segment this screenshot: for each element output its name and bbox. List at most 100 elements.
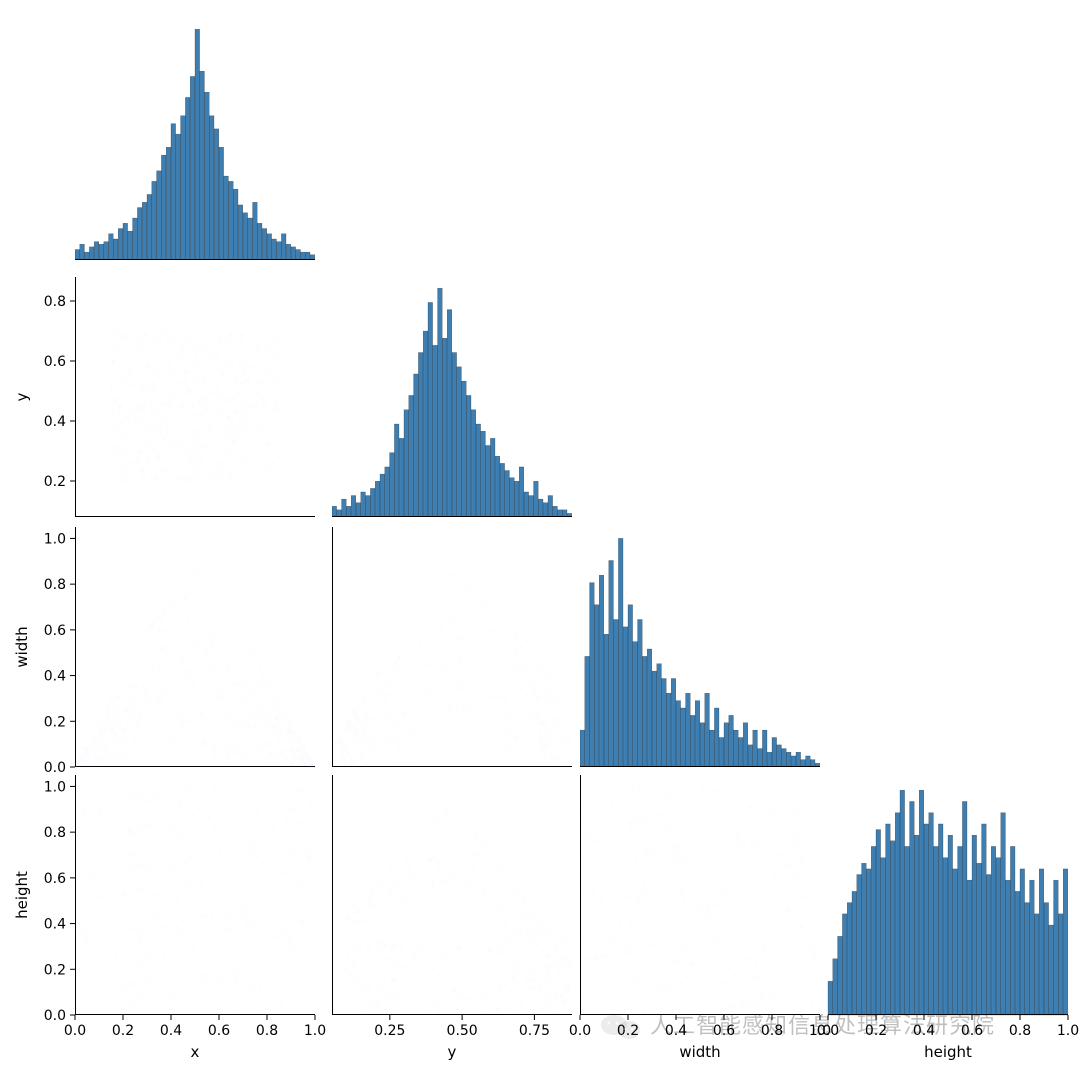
scatter-point (260, 341, 264, 345)
scatter-point (162, 951, 166, 955)
hist-bar (1039, 869, 1044, 1015)
scatter-point (548, 695, 552, 699)
hist-bar (123, 223, 128, 260)
scatter-point (114, 981, 118, 985)
scatter-point (204, 680, 208, 684)
scatter-point (618, 964, 622, 968)
scatter-point (168, 738, 172, 742)
hist-bar (714, 708, 719, 767)
scatter-point (260, 874, 264, 878)
scatter-point (746, 809, 750, 813)
scatter-point (225, 845, 229, 849)
scatter-point (228, 914, 232, 918)
scatter-point (673, 808, 677, 812)
scatter-point (280, 1000, 284, 1004)
scatter-point (372, 1003, 376, 1007)
scatter-point (394, 986, 398, 990)
scatter-point (310, 805, 314, 809)
hist-bar (847, 903, 852, 1015)
scatter-point (396, 880, 400, 884)
scatter-point (415, 993, 419, 997)
scatter-point (99, 864, 103, 868)
scatter-point (181, 445, 185, 449)
scatter-point (109, 340, 113, 344)
scatter-point (279, 950, 283, 954)
scatter-point (183, 368, 187, 372)
xtick-label: 0.75 (519, 1023, 550, 1039)
scatter-point (463, 582, 467, 586)
scatter-point (515, 923, 519, 927)
scatter-point (213, 826, 217, 830)
scatter-point (226, 763, 230, 767)
scatter-point (180, 727, 184, 731)
scatter-point (603, 988, 607, 992)
scatter-point (175, 439, 179, 443)
scatter-point (298, 1012, 302, 1016)
scatter-point (747, 999, 751, 1003)
scatter-point (605, 921, 609, 925)
hist-bar (133, 218, 138, 260)
scatter-point (816, 871, 820, 875)
scatter-point (366, 903, 370, 907)
scatter-point (366, 697, 370, 701)
scatter-point (299, 835, 303, 839)
scatter-point (304, 887, 308, 891)
scatter-point (497, 1011, 501, 1015)
scatter-point (502, 732, 506, 736)
scatter-point (152, 371, 156, 375)
scatter-point (462, 655, 466, 659)
scatter-point (358, 721, 362, 725)
scatter-point (230, 620, 234, 624)
scatter-point (213, 420, 217, 424)
scatter-point (460, 554, 464, 558)
scatter-point (425, 760, 429, 764)
scatter-point (226, 758, 230, 762)
hist-bar (1020, 869, 1025, 1015)
hist-bar (838, 936, 843, 1015)
scatter-point (676, 914, 680, 918)
scatter-point (476, 837, 480, 841)
scatter-point (621, 889, 625, 893)
scatter-point (162, 354, 166, 358)
hist-bar (1049, 925, 1054, 1015)
scatter-point (256, 731, 260, 735)
scatter-point (114, 347, 118, 351)
scatter-point (184, 784, 188, 788)
scatter-point (459, 759, 463, 763)
scatter-point (479, 833, 483, 837)
scatter-point (725, 891, 729, 895)
scatter-point (791, 937, 795, 941)
scatter-point (698, 792, 702, 796)
scatter-point (121, 864, 125, 868)
scatter-point (665, 989, 669, 993)
scatter-point (552, 762, 556, 766)
scatter-point (167, 832, 171, 836)
scatter-point (182, 699, 186, 703)
scatter-point (475, 886, 479, 890)
scatter-point (631, 786, 635, 790)
scatter-point (511, 711, 515, 715)
scatter-point (545, 745, 549, 749)
scatter-point (171, 731, 175, 735)
scatter-point (127, 751, 131, 755)
scatter-point (179, 615, 183, 619)
scatter-point (194, 640, 198, 644)
scatter-point (690, 879, 694, 883)
scatter-point (677, 888, 681, 892)
scatter-point (504, 902, 508, 906)
scatter-point (211, 619, 215, 623)
scatter-point (727, 838, 731, 842)
scatter-point (252, 760, 256, 764)
scatter-point (142, 406, 146, 410)
scatter-point (238, 418, 242, 422)
scatter-point (555, 719, 559, 723)
scatter-point (250, 955, 254, 959)
scatter-point (553, 978, 557, 982)
scatter-point (224, 833, 228, 837)
scatter-point (260, 889, 264, 893)
scatter-point (484, 993, 488, 997)
scatter-point (535, 709, 539, 713)
scatter-point (262, 371, 266, 375)
scatter-point (612, 973, 616, 977)
scatter-point (268, 720, 272, 724)
